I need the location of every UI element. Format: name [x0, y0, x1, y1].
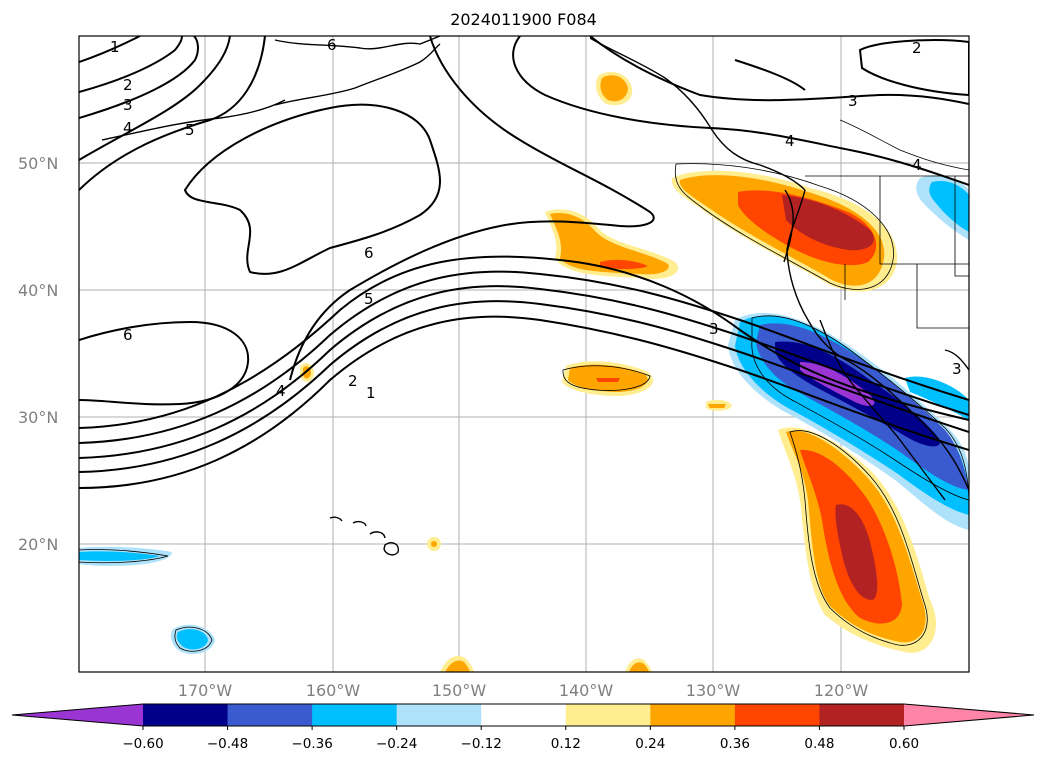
colorbar-tick-label: 0.12: [551, 736, 581, 752]
lon-label: 130°W: [686, 681, 741, 700]
longitude-labels: 170°W 160°W 150°W 140°W 130°W 120°W: [178, 681, 869, 700]
lon-label: 160°W: [306, 681, 361, 700]
contour-label: 6: [123, 326, 133, 344]
colorbar-segment: [565, 704, 651, 726]
lat-label: 30°N: [18, 408, 58, 427]
height-contours: [79, 36, 969, 489]
contour-label: 3: [848, 92, 858, 110]
contour-label: 6: [364, 244, 374, 262]
negative-anomaly-california: [728, 313, 969, 530]
map-title: 2024011900 F084: [450, 10, 597, 29]
colorbar-segment: [227, 704, 313, 726]
colorbar-segment: [734, 704, 820, 726]
lat-label: 50°N: [18, 154, 58, 173]
contour-label: 1: [110, 38, 120, 56]
colorbar-tick-label: 0.24: [635, 736, 665, 752]
contour-label: 5: [185, 121, 195, 139]
colorbar-tick-label: 0.48: [804, 736, 834, 752]
contour-label: 3: [952, 360, 962, 378]
colorbar-segment: [819, 704, 905, 726]
colorbar-tick-label: −0.48: [207, 736, 248, 752]
colorbar: [11, 703, 1035, 727]
contour-label: 2: [123, 76, 133, 94]
contour-label: 3: [123, 96, 133, 114]
negative-anomaly-interior: [916, 175, 969, 240]
contour-label: 4: [785, 132, 795, 150]
latitude-labels: 50°N 40°N 30°N 20°N: [18, 154, 58, 554]
colorbar-segment: [396, 704, 482, 726]
colorbar-tick-label: −0.36: [291, 736, 332, 752]
contour-label: 3: [709, 320, 719, 338]
map-panel: 1 2 3 4 5 6 6 5 4 2 1 6 3 2 3 4 4 3: [79, 36, 969, 672]
colorbar-tick-label: 0.36: [720, 736, 750, 752]
negative-anomaly-west: [79, 546, 215, 655]
lon-label: 150°W: [432, 681, 487, 700]
contour-label: 4: [123, 119, 133, 137]
colorbar-segment: [143, 704, 229, 726]
lat-label: 20°N: [18, 535, 58, 554]
contour-label: 5: [364, 290, 374, 308]
colorbar-tick-label: −0.12: [461, 736, 502, 752]
colorbar-extend-high: [904, 704, 1034, 726]
contour-label: 2: [912, 39, 922, 57]
colorbar-tick-label: 0.60: [889, 736, 919, 752]
contour-label: 1: [366, 384, 376, 402]
contour-label: 4: [276, 382, 286, 400]
colorbar-tick-label: −0.60: [122, 736, 163, 752]
colorbar-extend-low: [12, 704, 143, 726]
coastlines: [101, 36, 969, 556]
lon-label: 170°W: [178, 681, 233, 700]
map-frame: [78, 35, 970, 673]
contour-label: 6: [327, 36, 337, 54]
colorbar-segment: [312, 704, 398, 726]
lon-label: 140°W: [559, 681, 614, 700]
colorbar-segment: [481, 704, 567, 726]
lat-label: 40°N: [18, 281, 58, 300]
lon-label: 120°W: [814, 681, 869, 700]
contour-label: 2: [348, 372, 358, 390]
contour-label: 4: [912, 156, 922, 174]
colorbar-ticks: −0.60 −0.48 −0.36 −0.24 −0.12 0.12 0.24 0.36 0.4…: [122, 726, 919, 752]
positive-anomaly-northwest: [671, 170, 898, 292]
contour-labels: 1 2 3 4 5 6 6 5 4 2 1 6 3 2 3 4 4 3: [110, 36, 962, 402]
positive-anomaly-subtropics: [778, 427, 936, 653]
colorbar-tick-label: −0.24: [376, 736, 417, 752]
colorbar-segment: [650, 704, 736, 726]
